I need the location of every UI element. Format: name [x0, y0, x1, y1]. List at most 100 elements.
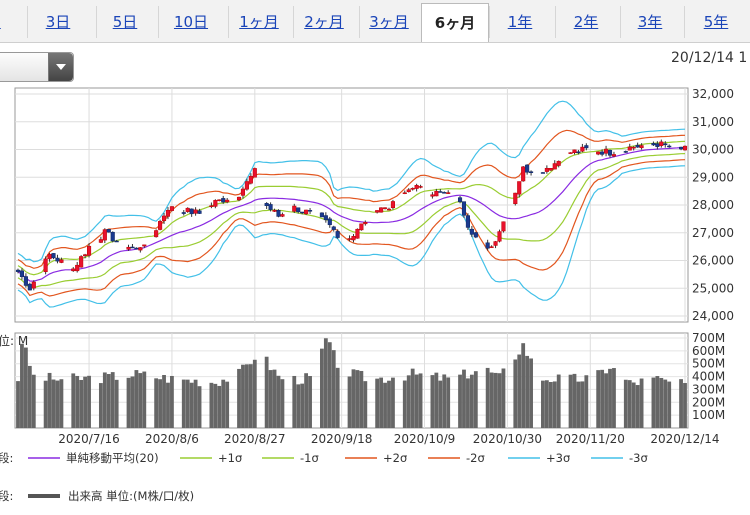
chevron-down-icon[interactable]: [48, 53, 73, 81]
candle-body: [59, 259, 64, 263]
tab-8[interactable]: 1年: [489, 6, 550, 38]
tab-9[interactable]: 2年: [555, 6, 616, 38]
volume-bar: [23, 347, 28, 428]
volume-bar: [181, 379, 186, 428]
volume-bar: [221, 379, 226, 428]
volume-bar: [134, 370, 139, 428]
candle-body: [469, 228, 474, 235]
volume-bar: [166, 382, 170, 428]
candle-body: [51, 253, 56, 259]
x-tick-label: 2020/11/20: [556, 432, 625, 446]
volume-bar: [501, 368, 506, 428]
candle-body: [434, 191, 439, 197]
tab-11[interactable]: 5年: [684, 6, 747, 38]
candle-body: [327, 218, 332, 226]
volume-bar: [248, 364, 253, 428]
x-tick-label: 2020/8/27: [224, 432, 286, 446]
volume-bar: [55, 380, 60, 428]
candle-body: [197, 210, 202, 214]
volume-bar: [548, 382, 553, 428]
volume-bar: [469, 374, 474, 428]
candle-body: [169, 206, 174, 211]
candle-body: [83, 254, 88, 257]
candle-body: [607, 149, 613, 156]
volume-bar: [466, 378, 470, 428]
candle-body: [402, 192, 407, 194]
tab-1[interactable]: 3日: [27, 6, 88, 38]
volume-bar: [331, 350, 336, 428]
candle-body: [584, 145, 589, 149]
volume-bar: [217, 385, 222, 428]
candle-body: [576, 151, 581, 154]
volume-bar: [308, 376, 312, 428]
candle-body: [323, 215, 328, 221]
candle-body: [86, 245, 92, 256]
candle-body: [663, 143, 668, 146]
candle-body: [75, 264, 80, 272]
volume-bar: [663, 379, 668, 428]
candle-body: [43, 258, 48, 273]
volume-bar: [355, 370, 360, 428]
volume-tick-label: 300M: [692, 382, 725, 396]
candle-body: [280, 214, 285, 217]
volume-bar: [580, 381, 585, 428]
volume-bar: [406, 375, 411, 428]
volume-bar: [430, 375, 435, 428]
volume-bar: [659, 377, 664, 428]
tab-2[interactable]: 5日: [96, 6, 153, 38]
volume-bar: [525, 355, 530, 428]
volume-bar: [304, 373, 309, 428]
candle-body: [264, 203, 269, 206]
candle-body: [525, 164, 530, 173]
volume-bar: [379, 377, 384, 428]
price-tick-label: 32,000: [692, 87, 734, 101]
volume-bar: [363, 381, 368, 428]
candle-body: [134, 247, 139, 250]
candle-body: [379, 207, 384, 213]
chart-type-select[interactable]: [0, 52, 74, 82]
candle-body: [521, 166, 526, 182]
volume-bar: [126, 377, 131, 428]
band-plus2-line: [17, 129, 686, 269]
candle-body: [130, 246, 135, 249]
legend-prefix: 段:: [0, 451, 13, 465]
tab-10[interactable]: 3年: [620, 6, 679, 38]
volume-bar: [87, 375, 91, 428]
price-tick-label: 26,000: [692, 254, 734, 268]
volume-bar: [213, 383, 218, 428]
candle-body: [473, 232, 478, 238]
volume-bar: [47, 372, 52, 428]
volume-bar: [264, 356, 269, 428]
candle-body: [244, 181, 249, 190]
candle-body: [382, 207, 388, 209]
candle-body: [497, 231, 502, 242]
candle-body: [304, 209, 309, 215]
volume-bar: [351, 369, 356, 428]
candle-body: [544, 167, 549, 172]
volume-bar: [584, 375, 589, 428]
candle-body: [651, 143, 656, 146]
tab-6[interactable]: 3ヶ月: [359, 6, 418, 38]
tab-3[interactable]: 10日: [158, 6, 223, 38]
candle-body: [55, 257, 60, 262]
volume-bar: [276, 375, 281, 428]
tab-0[interactable]: 1: [0, 6, 11, 38]
price-tick-label: 29,000: [692, 170, 734, 184]
candle-body: [19, 270, 24, 277]
candle-body: [225, 199, 230, 203]
volume-unit-label: 位: M: [0, 333, 28, 348]
tab-7[interactable]: 6ヶ月: [421, 3, 489, 42]
candle-body: [138, 247, 143, 251]
candle-body: [240, 188, 246, 196]
candle-body: [47, 254, 52, 260]
candle-body: [319, 212, 324, 218]
candle-body: [600, 151, 605, 155]
candle-body: [331, 226, 336, 230]
volume-bar: [51, 379, 56, 428]
volume-bar: [552, 381, 557, 428]
volume-bar: [154, 378, 159, 428]
volume-bar: [576, 381, 581, 428]
tab-5[interactable]: 2ヶ月: [293, 6, 354, 38]
candle-body: [221, 198, 226, 203]
tab-4[interactable]: 1ヶ月: [228, 6, 289, 38]
